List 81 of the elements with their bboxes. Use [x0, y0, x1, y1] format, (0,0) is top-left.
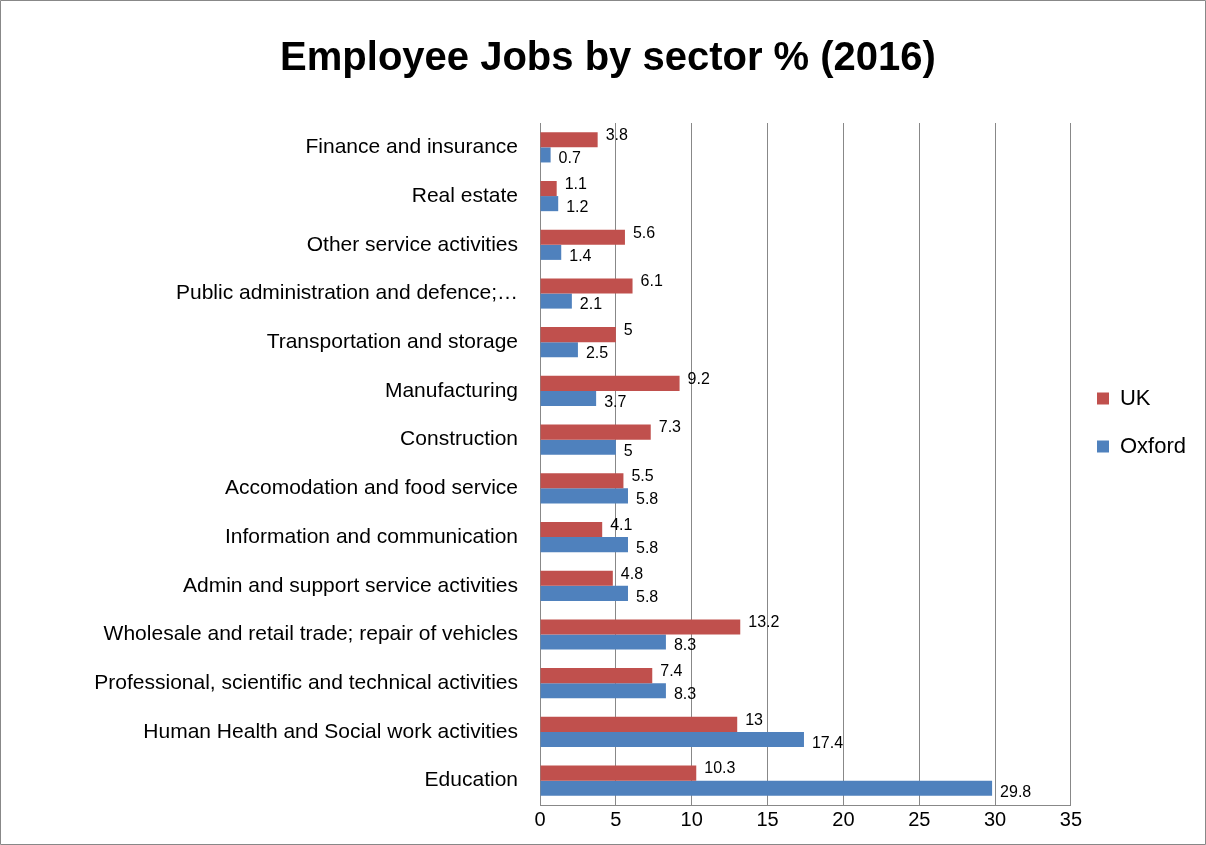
x-tick-label: 5 [610, 807, 622, 830]
data-label: 2.5 [585, 344, 609, 362]
bar [540, 375, 680, 391]
bar [540, 570, 613, 586]
data-label: 4.8 [620, 564, 644, 582]
y-tick-label: Professional, scientific and technical activities [94, 670, 518, 694]
data-label: 0.7 [558, 149, 581, 167]
data-label: 3.7 [604, 392, 627, 410]
bar [540, 521, 603, 538]
bar [540, 147, 551, 163]
x-tick-label: 30 [984, 807, 1007, 830]
bar [540, 585, 628, 601]
legend-label: UK [1119, 384, 1151, 410]
bar [540, 634, 666, 650]
bar [540, 244, 562, 260]
data-label: 13 [745, 710, 764, 728]
data-label: 1.1 [564, 174, 588, 192]
data-label: 8.3 [673, 685, 697, 703]
bar [540, 196, 559, 212]
data-label: 29.8 [1000, 782, 1032, 800]
bar [540, 731, 804, 748]
data-label: 13.2 [748, 613, 780, 631]
data-label: 10.3 [704, 759, 736, 777]
bar [540, 765, 697, 781]
y-tick-label: Finance and insurance [305, 134, 518, 158]
y-tick-label: Transportation and storage [266, 329, 518, 353]
bar [540, 180, 557, 197]
x-tick-label: 10 [680, 807, 703, 830]
x-tick-label: 0 [534, 807, 546, 830]
bar [540, 390, 597, 407]
y-tick-label: Real estate [411, 182, 518, 206]
y-tick-label: Accomodation and food service [224, 475, 518, 499]
data-label: 5 [623, 321, 633, 339]
bar [540, 488, 628, 504]
bar [540, 683, 666, 699]
bar [540, 439, 616, 455]
data-label: 5.8 [635, 539, 659, 557]
y-tick-label: Wholesale and retail trade; repair of vehicles [103, 621, 518, 645]
bar [540, 342, 578, 358]
data-label: 5.5 [631, 467, 654, 485]
bar [540, 229, 625, 245]
y-tick-label: Information and communication [225, 523, 518, 547]
y-tick-label: Admin and support service activities [183, 572, 518, 596]
bar [540, 668, 653, 684]
y-tick-label: Human Health and Social work activities [143, 718, 518, 742]
data-label: 4.1 [610, 515, 633, 533]
bar [540, 293, 572, 309]
x-tick-label: 15 [756, 807, 779, 830]
data-label: 3.8 [605, 126, 628, 144]
y-tick-label: Public administration and defence;… [175, 280, 518, 304]
data-label: 5.8 [635, 587, 659, 605]
y-tick-label: Construction [400, 426, 518, 450]
bar [540, 619, 741, 635]
x-tick-label: 20 [832, 807, 855, 830]
data-label: 6.1 [640, 272, 663, 290]
bar [540, 780, 993, 796]
data-label: 1.4 [569, 246, 592, 264]
y-tick-label: Education [424, 767, 518, 791]
data-label: 5 [623, 441, 633, 459]
chart-title: Employee Jobs by sector % (2016) [280, 34, 936, 79]
data-label: 9.2 [687, 369, 710, 387]
y-tick-label: Other service activities [306, 231, 518, 255]
bar [540, 716, 738, 732]
legend-label: Oxford [1119, 432, 1187, 458]
bar [540, 424, 651, 440]
data-label: 7.4 [660, 662, 683, 680]
data-label: 7.3 [658, 418, 682, 436]
bar [540, 473, 624, 489]
bar [540, 278, 633, 294]
data-label: 5.8 [635, 490, 659, 508]
x-tick-label: 25 [908, 807, 931, 830]
x-tick-label: 35 [1059, 807, 1083, 830]
data-label: 2.1 [579, 295, 603, 313]
data-label: 17.4 [811, 733, 844, 751]
bar [540, 327, 616, 343]
bar [540, 132, 598, 148]
data-label: 1.2 [566, 198, 589, 216]
data-label: 5.6 [632, 223, 656, 241]
data-label: 8.3 [673, 636, 697, 654]
bar [540, 537, 628, 553]
y-tick-label: Manufacturing [384, 377, 518, 401]
